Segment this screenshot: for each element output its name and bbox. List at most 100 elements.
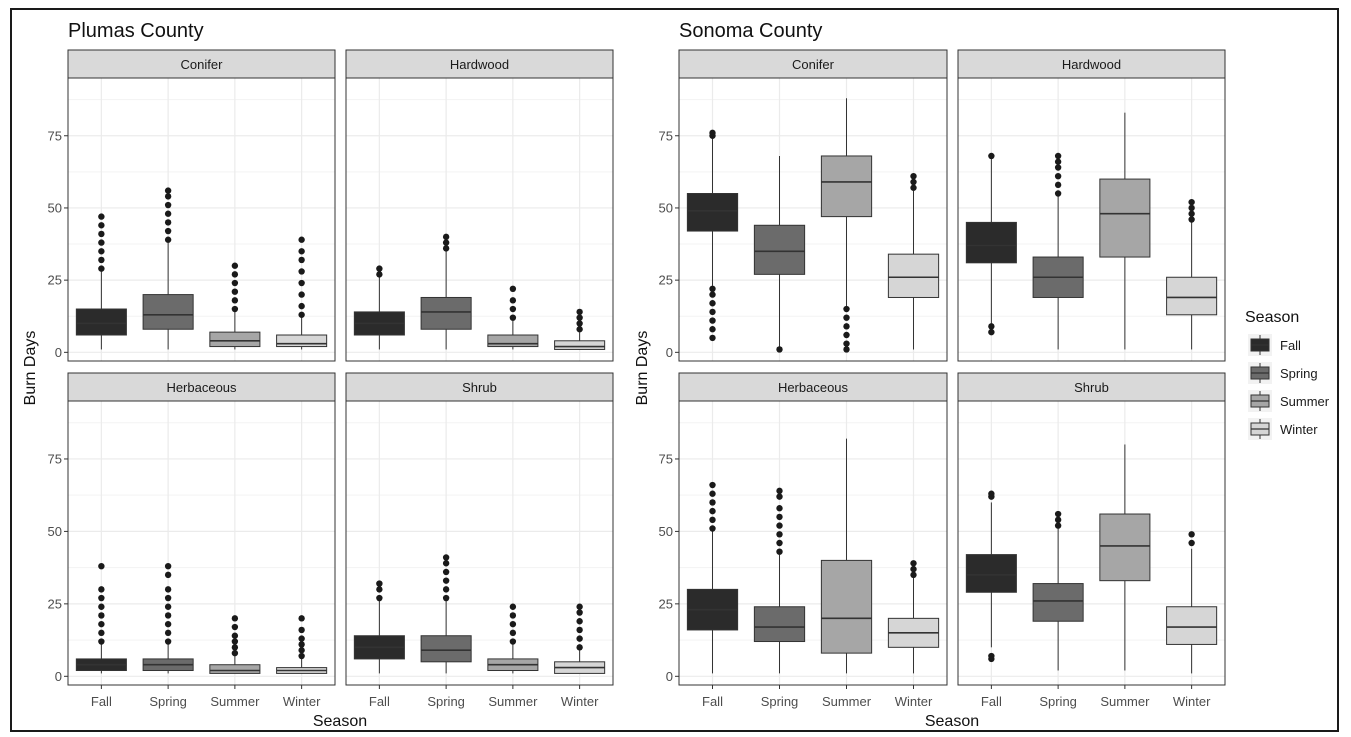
- outlier-point: [1188, 539, 1195, 547]
- outlier-point: [98, 256, 105, 264]
- outlier-point: [709, 507, 716, 515]
- y-tick-label: 0: [55, 345, 62, 360]
- y-tick-label: 0: [55, 669, 62, 684]
- facet-panel-shrub: Shrub Fall Spring Summer Winter: [345, 372, 614, 709]
- box-winter: [1166, 531, 1218, 674]
- outlier-point: [776, 531, 783, 538]
- box-fall: [75, 213, 127, 350]
- outlier-point: [910, 560, 917, 567]
- box-iqr: [1166, 276, 1218, 316]
- box-iqr: [487, 334, 539, 348]
- facet-label: Shrub: [1074, 380, 1109, 395]
- box-spring: [420, 554, 472, 674]
- outlier-point: [98, 629, 105, 637]
- outlier-point: [776, 539, 783, 547]
- outlier-point: [231, 615, 239, 622]
- outlier-point: [376, 594, 383, 602]
- box-iqr: [820, 155, 873, 218]
- outlier-point: [376, 265, 383, 272]
- legend-label: Spring: [1280, 366, 1318, 381]
- box-winter: [276, 236, 328, 350]
- outlier-point: [1054, 158, 1062, 165]
- facet-panel-conifer: Conifer 0 25 50 75: [48, 49, 336, 362]
- box-iqr: [554, 340, 606, 350]
- outlier-point: [709, 317, 716, 324]
- outlier-point: [988, 328, 995, 336]
- y-axis-title: Burn Days: [22, 331, 39, 406]
- facet-label: Hardwood: [1062, 57, 1121, 72]
- outlier-point: [1054, 152, 1062, 160]
- box-fall: [686, 481, 739, 674]
- box-summer: [487, 603, 539, 674]
- outlier-point: [509, 285, 517, 293]
- outlier-point: [442, 239, 450, 246]
- outlier-point: [164, 562, 172, 570]
- box-winter: [887, 560, 940, 674]
- county-title: Plumas County: [68, 20, 204, 42]
- outlier-point: [231, 649, 239, 657]
- box-iqr: [1032, 583, 1084, 622]
- outlier-point: [1188, 210, 1195, 217]
- outlier-point: [442, 554, 450, 561]
- box-summer: [820, 438, 873, 674]
- outlier-point: [164, 193, 172, 200]
- x-tick-label: Winter: [895, 694, 933, 709]
- outlier-point: [1054, 510, 1062, 518]
- panel-background: [958, 78, 1225, 361]
- outlier-point: [298, 302, 305, 310]
- outlier-point: [98, 612, 105, 619]
- panel-border: [67, 77, 336, 362]
- x-axis-title: Season: [925, 713, 979, 730]
- y-tick-label: 75: [48, 451, 62, 466]
- outlier-point: [231, 288, 239, 295]
- outlier-point: [776, 548, 783, 555]
- panel-border: [678, 77, 948, 362]
- outlier-point: [843, 331, 850, 339]
- outlier-point: [576, 326, 583, 333]
- outlier-point: [988, 652, 995, 660]
- outlier-point: [376, 271, 383, 278]
- facet-strip: [678, 372, 948, 402]
- box-summer: [209, 615, 261, 674]
- legend-label: Winter: [1280, 422, 1318, 437]
- x-tick-label: Fall: [981, 694, 1002, 709]
- outlier-point: [164, 210, 172, 217]
- facet-label: Hardwood: [450, 57, 509, 72]
- outlier-point: [376, 580, 383, 587]
- box-spring: [1032, 152, 1084, 350]
- outlier-point: [509, 638, 517, 645]
- outlier-point: [98, 586, 105, 593]
- outlier-point: [910, 571, 917, 579]
- outlier-point: [576, 603, 583, 610]
- panel-border: [345, 77, 614, 362]
- outlier-point: [709, 291, 716, 298]
- x-tick-label: Winter: [561, 694, 599, 709]
- outlier-point: [910, 178, 917, 186]
- outlier-point: [910, 172, 917, 180]
- facet-strip: [957, 49, 1226, 79]
- outlier-point: [776, 513, 783, 521]
- y-tick-label: 0: [666, 669, 673, 684]
- box-spring: [142, 562, 194, 674]
- outlier-point: [1054, 181, 1062, 189]
- outlier-point: [1054, 172, 1062, 180]
- x-axis-title: Season: [313, 713, 367, 730]
- y-axis-title: Burn Days: [634, 331, 651, 406]
- box-spring: [142, 187, 194, 350]
- x-tick-label: Winter: [1173, 694, 1211, 709]
- outlier-point: [442, 586, 450, 593]
- outlier-point: [776, 487, 783, 495]
- outlier-point: [709, 481, 716, 489]
- outlier-point: [164, 620, 172, 628]
- facet-strip: [678, 49, 948, 79]
- outlier-point: [709, 308, 716, 316]
- outlier-point: [709, 129, 716, 137]
- box-iqr: [753, 606, 806, 643]
- box-iqr: [75, 308, 127, 336]
- box-summer: [1099, 444, 1151, 671]
- outlier-point: [843, 305, 850, 313]
- outlier-point: [709, 285, 716, 293]
- box-iqr: [686, 193, 739, 232]
- outlier-point: [988, 490, 995, 497]
